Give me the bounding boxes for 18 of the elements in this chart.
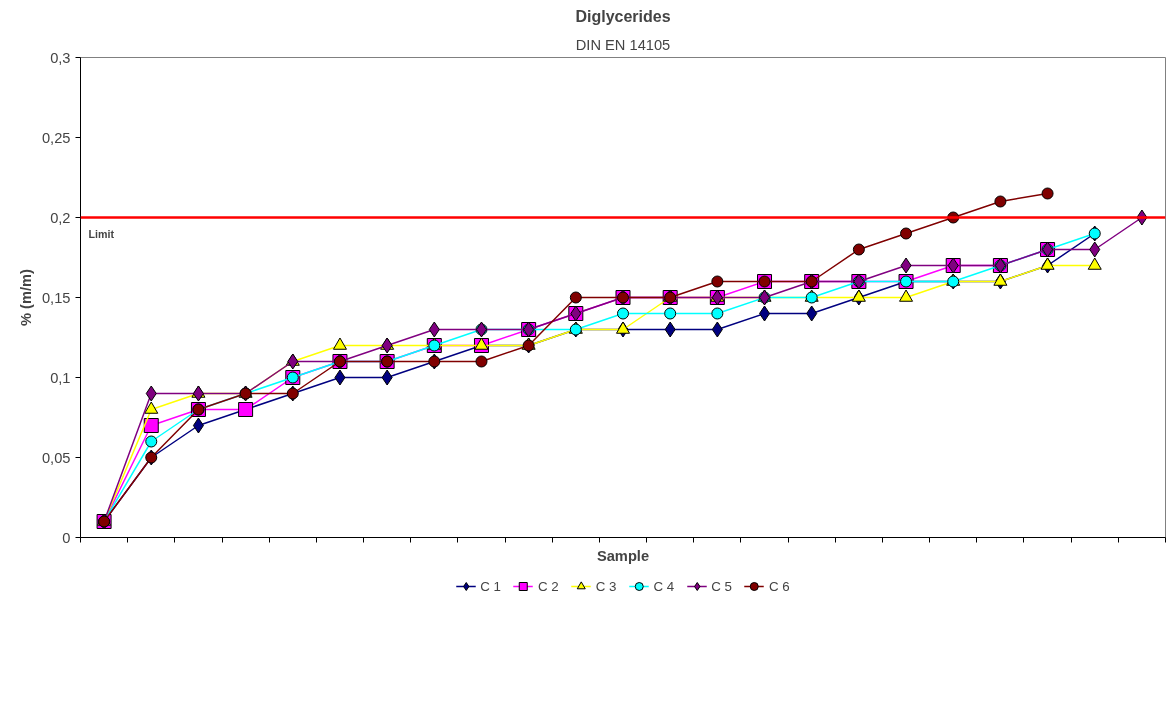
x-axis-title: Sample: [596, 547, 650, 564]
y-axis-title: % (m/m): [17, 268, 34, 326]
y-tick-label: 0,1: [50, 369, 71, 386]
legend-label: C 4: [653, 578, 675, 594]
legend-label: C 2: [538, 578, 559, 594]
ref-line-label: Limit: [88, 227, 115, 240]
y-tick-label: 0: [62, 529, 71, 546]
y-tick-label: 0,2: [50, 209, 71, 226]
legend-label: C 6: [769, 578, 790, 594]
y-tick-label: 0,3: [50, 49, 71, 66]
chart-title: Diglycerides: [575, 7, 671, 25]
legend-label: C 5: [711, 578, 732, 594]
y-tick-label: 0,25: [41, 129, 71, 146]
y-tick-label: 0,15: [41, 289, 71, 306]
y-tick-label: 0,05: [41, 449, 71, 466]
legend-label: C 1: [480, 578, 501, 594]
legend-label: C 3: [595, 578, 617, 594]
chart-subtitle: DIN EN 14105: [575, 36, 671, 53]
